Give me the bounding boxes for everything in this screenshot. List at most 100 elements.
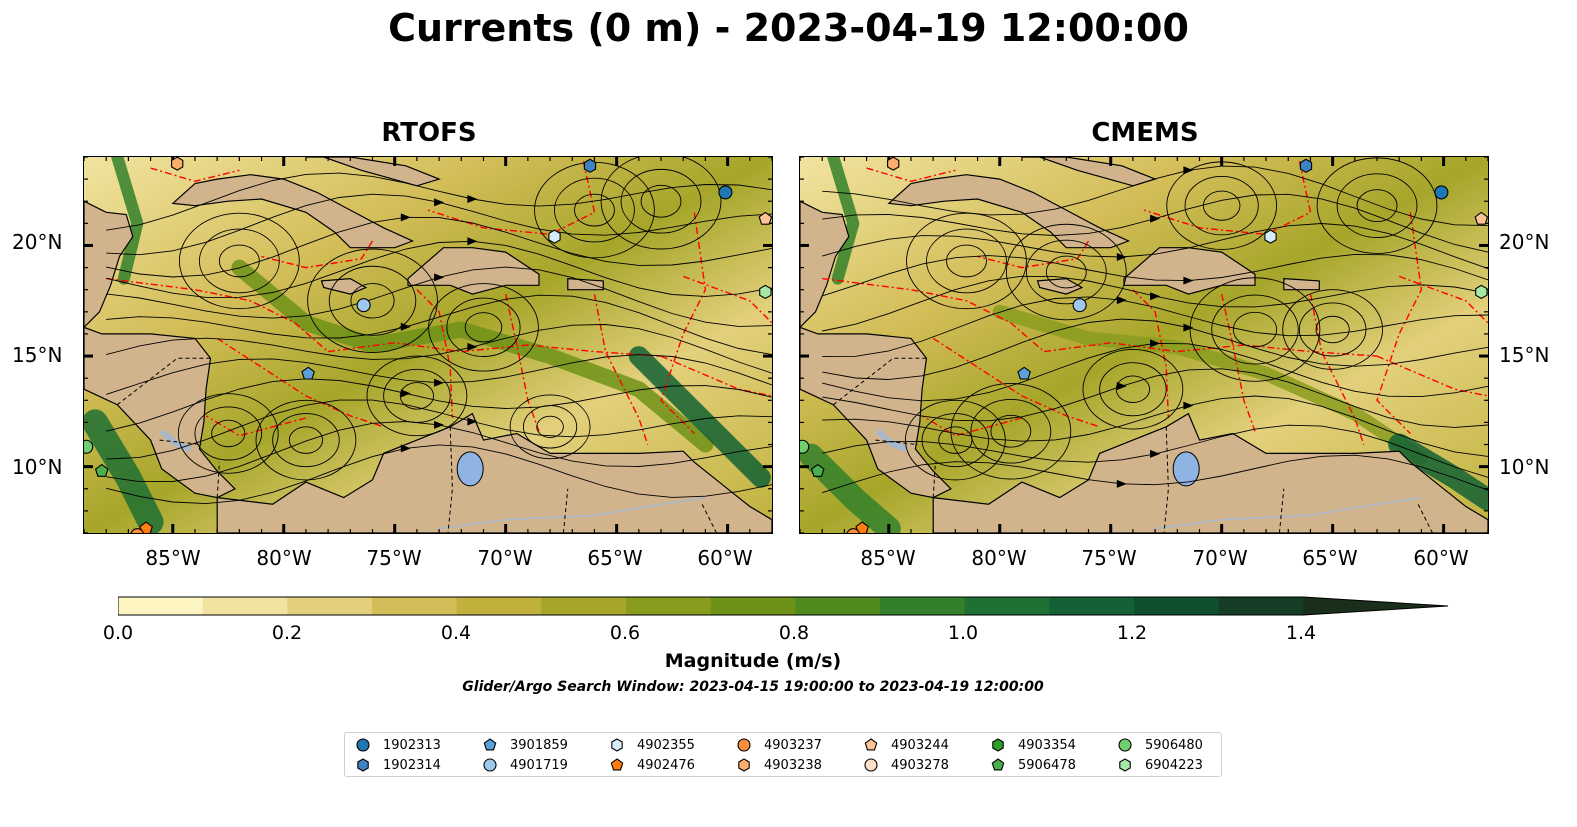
eez-boundary xyxy=(106,277,329,353)
float-marker-5906480 xyxy=(800,439,810,454)
x-tick-label: 70°W xyxy=(477,546,533,570)
eddy-streamline xyxy=(366,355,468,437)
eddy-streamline xyxy=(950,383,1072,480)
float-marker-1902314 xyxy=(1299,158,1313,173)
legend-item: 4901719 xyxy=(482,756,568,774)
eddy-streamline xyxy=(272,413,340,468)
eddy-streamline xyxy=(1232,311,1278,348)
panel-title-rtofs: RTOFS xyxy=(381,118,477,148)
float-marker-4903244 xyxy=(1474,211,1488,225)
colorbar-tick-label: 0.6 xyxy=(609,622,641,644)
x-tick-label: 80°W xyxy=(256,546,312,570)
streamline-arrow xyxy=(1116,253,1127,262)
land-bahamas xyxy=(305,157,441,187)
eez-boundary xyxy=(932,337,1100,428)
eddy-streamline xyxy=(177,393,279,474)
streamline-arrow xyxy=(434,198,445,207)
eddy-streamline xyxy=(350,283,395,319)
float-markers xyxy=(84,157,772,533)
figure-title: Currents (0 m) - 2023-04-19 12:00:00 xyxy=(388,6,1189,50)
float-marker-4901719 xyxy=(1072,298,1087,313)
streamline-arrow xyxy=(1150,449,1161,458)
float-marker-6904223 xyxy=(1119,758,1131,772)
eez-boundary xyxy=(1309,293,1365,445)
lake-nicaragua xyxy=(875,429,908,452)
x-tick-label: 65°W xyxy=(1302,546,1358,570)
country-border xyxy=(447,426,453,533)
legend-item: 4902476 xyxy=(609,756,695,774)
eddy-streamline xyxy=(946,244,987,278)
float-marker-4903354 xyxy=(992,738,1004,752)
legend-label: 4902355 xyxy=(637,737,695,753)
float-marker-4902355 xyxy=(611,738,623,752)
lake-maracaibo xyxy=(456,451,484,487)
eez-boundary xyxy=(682,275,772,324)
country-border xyxy=(1163,426,1169,533)
legend-item: 5906478 xyxy=(990,756,1076,774)
colorbar-segment xyxy=(372,597,458,615)
streamline-arrow xyxy=(1183,401,1194,410)
streamline-arrow xyxy=(1150,214,1161,223)
legend-label: 1902314 xyxy=(383,757,441,773)
eddy-streamline xyxy=(307,248,438,353)
float-marker-5906480 xyxy=(1118,738,1132,752)
strong-current-band xyxy=(800,443,901,533)
eddy-streamline xyxy=(536,415,564,438)
country-border xyxy=(1278,488,1285,533)
eddy-streamline xyxy=(640,184,682,218)
float-marker-5906478 xyxy=(991,758,1005,771)
streamline xyxy=(822,296,1488,357)
legend-item: 6904223 xyxy=(1117,756,1203,774)
colorbar-segment xyxy=(541,597,627,615)
streamline-arrow xyxy=(400,389,411,398)
legend-item: 4903237 xyxy=(736,736,822,754)
streamline-arrow xyxy=(467,237,478,246)
float-marker-3901859 xyxy=(483,738,497,751)
y-tick-label: 15°N xyxy=(12,343,63,367)
streamline xyxy=(106,378,772,432)
land-south-america xyxy=(932,412,1488,533)
colorbar-segment xyxy=(710,597,796,615)
float-marker-4903244 xyxy=(864,738,878,751)
lake-maracaibo xyxy=(1172,451,1200,487)
eddy-streamline xyxy=(1298,302,1367,357)
lake-nicaragua xyxy=(159,429,192,452)
float-marker-1902313 xyxy=(356,738,370,752)
eez-boundary xyxy=(593,293,649,445)
streamline xyxy=(106,240,772,298)
legend-item: 4902355 xyxy=(609,736,695,754)
colorbar-tick-label: 1.0 xyxy=(947,622,979,644)
legend-label: 1902313 xyxy=(383,737,441,753)
streamline xyxy=(106,294,772,356)
float-marker-1902314 xyxy=(583,158,597,173)
eddy-streamline xyxy=(1356,189,1398,223)
legend-item: 1902314 xyxy=(355,756,441,774)
strong-current-band xyxy=(827,157,860,285)
axis-ticks xyxy=(800,157,1488,533)
x-tick-label: 75°W xyxy=(366,546,422,570)
eez-boundary xyxy=(1376,212,1423,434)
eez-boundary xyxy=(216,337,384,428)
colorbar-segment xyxy=(795,597,881,615)
eez-boundary xyxy=(1221,293,1256,432)
legend-label: 6904223 xyxy=(1145,757,1203,773)
float-marker-5906478 xyxy=(94,463,109,477)
float-legend: 1902313 1902314 3901859 4901719 4902355 49024… xyxy=(344,732,1222,777)
legend-label: 5906478 xyxy=(1018,757,1076,773)
legend-label: 4903354 xyxy=(1018,737,1076,753)
colorbar-extend-arrow xyxy=(1303,597,1448,615)
eddy-streamline xyxy=(1189,277,1321,382)
eddy-streamline xyxy=(399,382,434,410)
streamline-arrow xyxy=(400,444,411,453)
eddy-streamline xyxy=(926,228,1007,294)
eddy-streamline xyxy=(328,265,417,336)
legend-item: 1902313 xyxy=(355,736,441,754)
strong-current-band xyxy=(84,409,164,533)
land-hispaniola xyxy=(407,247,540,295)
eddy-streamline xyxy=(904,399,1006,481)
eddy-streamline xyxy=(255,399,357,481)
float-marker-4901719 xyxy=(483,758,497,772)
streamline-arrow xyxy=(467,342,478,351)
colorbar-tick-label: 0.2 xyxy=(271,622,303,644)
eez-boundary xyxy=(261,240,374,269)
